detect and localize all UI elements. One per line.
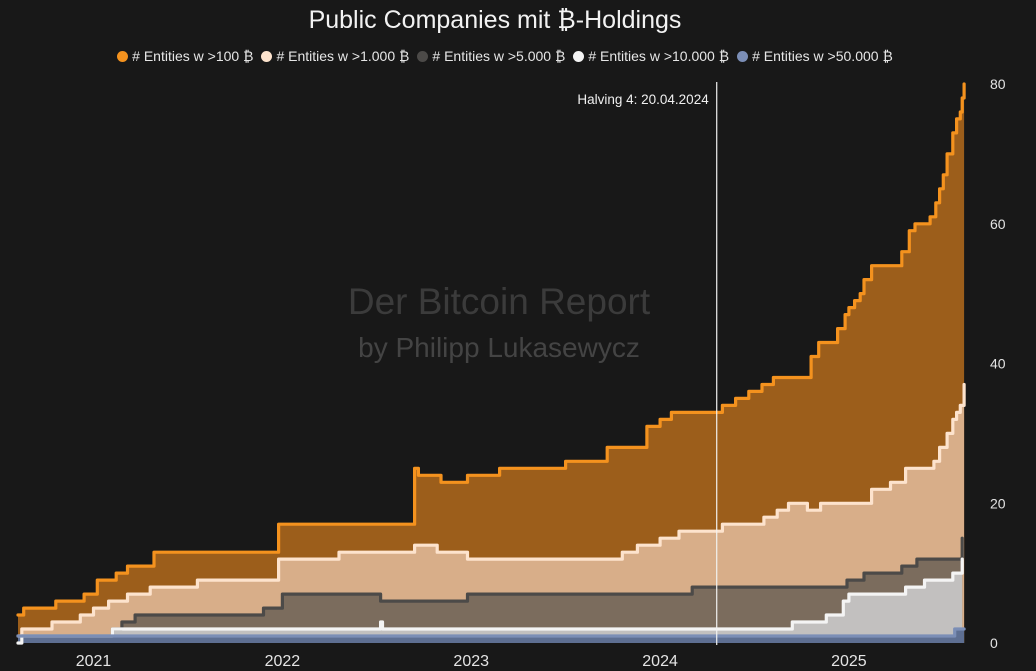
watermark-title: Der Bitcoin Report — [348, 281, 651, 322]
halving-annotation: Halving 4: 20.04.2024 — [577, 82, 718, 645]
legend-label-2: # Entities w >1.000 ₿ — [276, 48, 410, 64]
y-tick-label-0: 0 — [990, 635, 998, 651]
chart-title: Public Companies mit ₿-Holdings — [308, 6, 682, 34]
y-tick-label-80: 80 — [990, 76, 1006, 92]
legend-label-1: # Entities w >100 ₿ — [132, 48, 254, 64]
legend-item-5[interactable]: # Entities w >50.000 ₿ — [737, 48, 893, 64]
legend-marker-2 — [261, 50, 273, 62]
series-line-2[interactable] — [16, 382, 966, 638]
x-tick-label-2021: 2021 — [76, 653, 112, 670]
x-tick-label-2022: 2022 — [265, 653, 301, 670]
series-lines — [16, 82, 966, 645]
x-axis: 2021 2022 2023 2024 2025 — [76, 653, 867, 670]
x-tick-label-2024: 2024 — [642, 653, 678, 670]
legend-item-2[interactable]: # Entities w >1.000 ₿ — [261, 48, 409, 64]
x-tick-label-2023: 2023 — [453, 653, 489, 670]
series-area-1 — [18, 84, 965, 643]
y-tick-label-60: 60 — [990, 216, 1006, 232]
x-tick-label-2025: 2025 — [831, 653, 867, 670]
series-line-5[interactable] — [16, 627, 966, 638]
legend-item-4[interactable]: # Entities w >10.000 ₿ — [573, 48, 729, 64]
series-line-1[interactable] — [16, 82, 966, 617]
legend-marker-4 — [573, 50, 585, 62]
y-axis: 0 20 40 60 80 — [990, 76, 1006, 651]
series-line-4[interactable] — [16, 557, 964, 645]
legend-marker-5 — [737, 50, 749, 62]
legend-label-5: # Entities w >50.000 ₿ — [752, 48, 893, 64]
y-tick-label-20: 20 — [990, 495, 1006, 511]
legend-item-1[interactable]: # Entities w >100 ₿ — [117, 48, 253, 64]
legend-marker-3 — [417, 50, 429, 62]
legend-label-4: # Entities w >10.000 ₿ — [588, 48, 730, 64]
watermark-author: by Philipp Lukasewycz — [358, 332, 640, 363]
legend-item-3[interactable]: # Entities w >5.000 ₿ — [417, 48, 565, 64]
series-area-3 — [18, 538, 963, 643]
y-tick-label-40: 40 — [990, 356, 1006, 372]
legend-marker-1 — [117, 50, 129, 62]
chart-legend: # Entities w >100 ₿ # Entities w >1.000 ₿… — [0, 48, 1010, 64]
legend-label-3: # Entities w >5.000 ₿ — [432, 48, 566, 64]
series-area-2 — [18, 384, 965, 643]
halving-label: Halving 4: 20.04.2024 — [577, 92, 709, 107]
